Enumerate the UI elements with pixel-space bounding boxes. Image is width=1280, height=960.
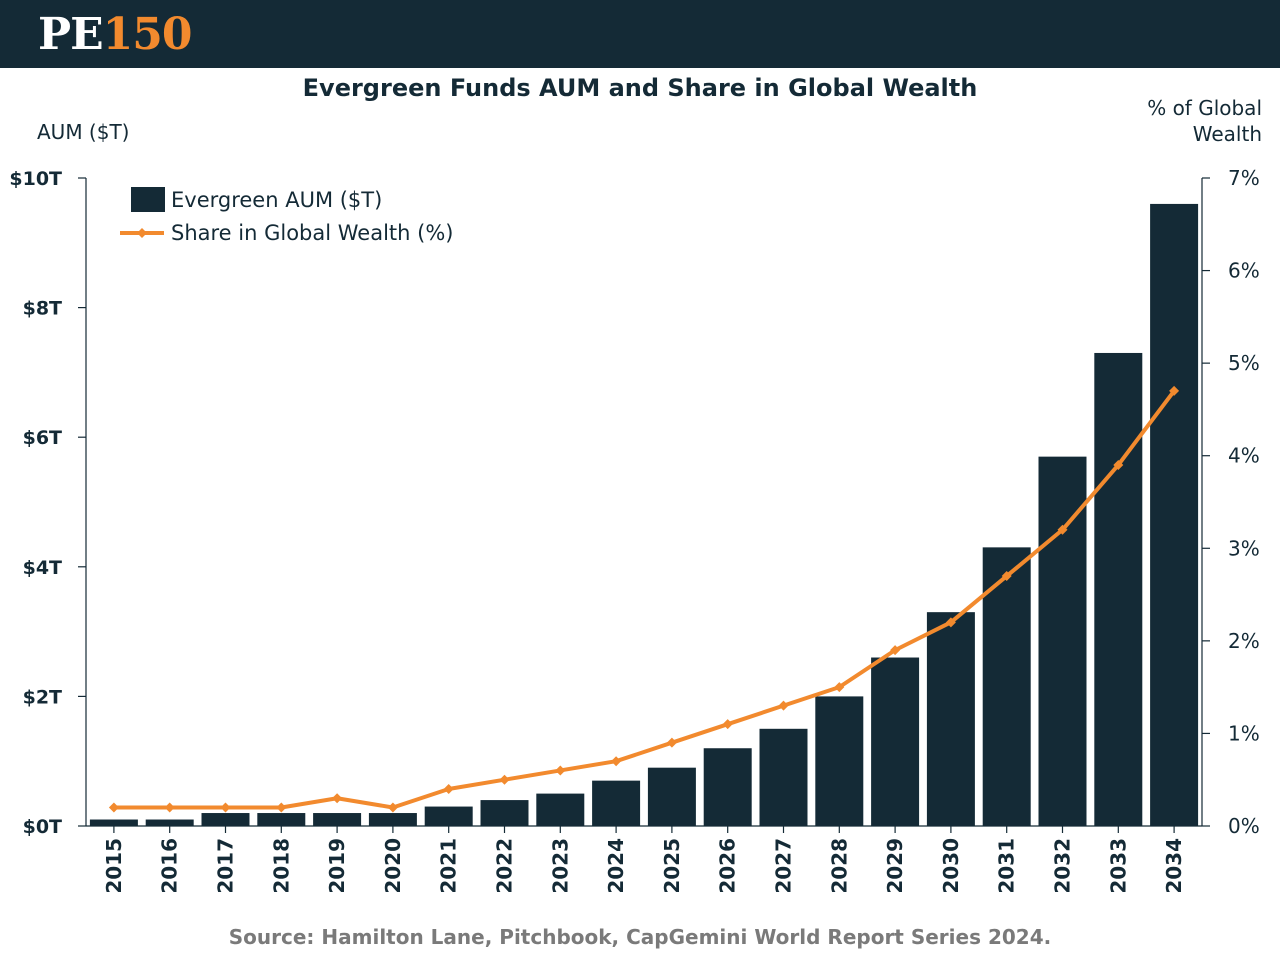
chart-title: Evergreen Funds AUM and Share in Global … [302,74,978,102]
source-note: Source: Hamilton Lane, Pitchbook, CapGem… [228,925,1052,949]
aum-bar-2018 [257,813,306,826]
share-line [113,389,1176,810]
share-point-2034 [1169,385,1180,396]
logo-pe-text: PE [38,9,104,60]
left-tick-label: $6T [23,427,62,449]
x-tick-label-2015: 2015 [102,838,126,894]
x-tick-label-2016: 2016 [158,838,182,894]
left-tick-label: $2T [23,686,62,708]
x-tick-label-2018: 2018 [269,838,293,894]
x-tick-label-2023: 2023 [548,838,572,894]
share-point-2030 [945,617,956,628]
legend-aum-label: Evergreen AUM ($T) [171,188,382,212]
right-tick-label: 5% [1228,351,1260,375]
header-bar: PE150 [0,0,1280,68]
aum-bar-2030 [926,612,975,826]
aum-bar-2019 [313,813,362,826]
aum-bar-2020 [368,813,417,826]
left-tick-label: $8T [23,298,62,320]
right-axis-title: % of Global Wealth [1147,96,1262,146]
aum-bar-2027 [759,728,808,826]
x-tick-label-2027: 2027 [772,838,796,894]
x-tick-label-2033: 2033 [1106,838,1130,894]
share-point-2026 [722,719,733,730]
legend-aum-swatch [131,187,165,212]
aum-bar-2023 [536,793,585,826]
aum-bar-2033 [1094,352,1143,826]
share-point-2029 [890,645,901,656]
right-tick-label: 7% [1228,166,1260,190]
aum-bar-2016 [145,819,194,826]
x-tick-label-2020: 2020 [381,838,405,894]
share-point-2022 [499,774,510,785]
aum-bar-2017 [201,813,250,826]
share-point-2016 [164,802,175,813]
legend-share-marker [137,228,147,238]
x-tick-label-2034: 2034 [1162,838,1186,894]
aum-bar-2022 [480,800,529,826]
right-tick-label: 4% [1228,444,1260,468]
x-tick-label-2024: 2024 [604,838,628,894]
share-point-2025 [666,737,677,748]
right-tick-label: 6% [1228,259,1260,283]
x-tick-label-2032: 2032 [1051,838,1075,894]
share-point-2019 [332,793,343,804]
x-tick-label-2030: 2030 [939,838,963,894]
share-point-2017 [220,802,231,813]
left-tick-label: $10T [9,168,62,190]
aum-bar-2034 [1150,203,1199,827]
aum-bar-2025 [647,767,696,826]
x-tick-label-2022: 2022 [493,838,517,894]
x-tick-label-2021: 2021 [437,838,461,894]
right-tick-label: 0% [1228,814,1260,838]
share-point-2027 [778,700,789,711]
aum-bar-2026 [703,748,752,826]
x-tick-label-2017: 2017 [214,838,238,894]
share-point-2015 [108,802,119,813]
legend-share-label: Share in Global Wealth (%) [171,221,453,245]
aum-bar-2015 [89,819,138,826]
share-point-2031 [1001,571,1012,582]
share-point-2028 [834,682,845,693]
x-tick-label-2019: 2019 [325,838,349,894]
share-point-2021 [443,783,454,794]
x-tick-label-2029: 2029 [883,838,907,894]
aum-bar-2031 [982,547,1031,826]
right-tick-label: 3% [1228,536,1260,560]
share-point-2033 [1113,459,1124,470]
aum-bar-2032 [1038,456,1087,826]
pe150-logo: PE150 [38,6,193,64]
aum-bar-2028 [815,696,864,826]
right-tick-label: 2% [1228,629,1260,653]
share-point-2032 [1057,524,1068,535]
left-tick-label: $4T [23,557,62,579]
left-axis-title: AUM ($T) [37,120,130,144]
right-tick-label: 1% [1228,721,1260,745]
aum-bar-2021 [424,806,473,826]
aum-bar-2024 [592,780,641,826]
aum-bar-2029 [871,657,920,826]
share-point-2018 [276,802,287,813]
x-tick-label-2025: 2025 [660,838,684,894]
x-tick-label-2028: 2028 [827,838,851,894]
x-tick-label-2026: 2026 [716,838,740,894]
share-point-2024 [611,756,622,767]
x-tick-label-2031: 2031 [995,838,1019,894]
share-point-2023 [555,765,566,776]
left-tick-label: $0T [23,816,62,838]
share-point-2020 [387,802,398,813]
logo-number-text: 150 [102,9,193,60]
